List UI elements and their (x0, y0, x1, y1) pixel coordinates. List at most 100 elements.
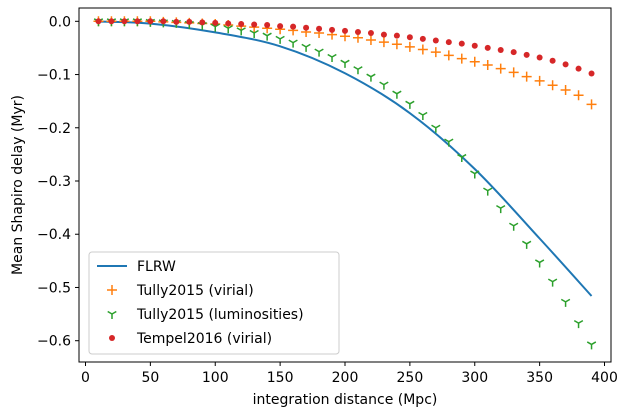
data-point (549, 57, 556, 64)
data-point (443, 50, 454, 61)
data-point (483, 187, 493, 196)
data-point (521, 240, 532, 249)
data-point (225, 20, 232, 27)
data-point (223, 25, 233, 34)
x-axis: 0 50 100 150 200 250 300 350 400 (81, 362, 618, 386)
data-point (378, 37, 389, 48)
data-point (303, 24, 310, 31)
data-point (404, 41, 415, 52)
data-point (586, 341, 597, 350)
data-point (380, 31, 387, 38)
data-point (212, 19, 219, 26)
plot-area (93, 16, 597, 350)
legend-entry: Tully2015 (virial) (107, 283, 254, 299)
data-point (134, 18, 141, 25)
legend-label: Tully2015 (luminosities) (136, 307, 304, 323)
data-point (432, 37, 439, 44)
legend-entry: FLRW (97, 259, 176, 275)
y-tick-label: −0.6 (37, 334, 71, 350)
y-tick-label: 0.0 (49, 14, 71, 30)
data-point (469, 56, 480, 67)
legend-marker-swatch (107, 285, 117, 295)
data-point (509, 222, 519, 231)
data-point (354, 28, 361, 35)
data-point (456, 53, 467, 64)
data-point (160, 18, 167, 25)
data-point (379, 81, 389, 90)
data-point (173, 18, 180, 25)
x-tick-label: 50 (141, 370, 159, 386)
data-point (147, 18, 154, 25)
data-point (419, 35, 426, 42)
data-point (264, 22, 271, 29)
y-axis: 0.0 −0.1 −0.2 −0.3 −0.4 −0.5 −0.6 (37, 14, 79, 350)
data-point (573, 90, 584, 101)
legend-marker-swatch (109, 335, 115, 341)
data-point (327, 53, 337, 62)
data-point (277, 23, 284, 30)
data-point (562, 61, 569, 68)
y-axis-label: Mean Shapiro delay (Myr) (10, 95, 26, 275)
data-point (471, 42, 478, 49)
legend-label: FLRW (137, 259, 176, 275)
data-point (406, 34, 413, 41)
legend-label: Tempel2016 (virial) (136, 331, 272, 347)
legend: FLRW Tully2015 (virial) Tully2015 (luminos… (88, 251, 340, 355)
data-point (445, 39, 452, 46)
data-point (121, 18, 128, 25)
data-point (510, 49, 517, 56)
x-tick-label: 100 (202, 370, 229, 386)
x-tick-label: 300 (461, 370, 488, 386)
data-point (470, 170, 480, 179)
data-point (405, 100, 415, 109)
y-tick-label: −0.1 (37, 68, 71, 84)
data-point (497, 47, 504, 54)
series-2 (93, 18, 597, 350)
data-point (444, 138, 454, 147)
x-axis-label: integration distance (Mpc) (253, 392, 438, 408)
data-point (521, 71, 532, 82)
data-point (534, 75, 545, 86)
x-tick-label: 400 (591, 370, 618, 386)
data-point (495, 63, 506, 74)
y-tick-label: −0.4 (37, 227, 71, 243)
flrw-line (98, 20, 593, 297)
data-point (366, 73, 376, 82)
data-point (301, 43, 311, 52)
data-point (547, 80, 558, 91)
data-point (547, 278, 558, 287)
data-point (393, 32, 400, 39)
y-tick-label: −0.5 (37, 280, 71, 296)
data-point (314, 48, 324, 57)
x-tick-label: 250 (397, 370, 424, 386)
data-point (508, 67, 519, 78)
data-point (536, 54, 543, 61)
data-point (340, 59, 350, 68)
data-point (249, 29, 259, 39)
data-point (560, 84, 571, 95)
y-tick-label: −0.2 (37, 121, 71, 137)
data-point (573, 319, 584, 329)
legend-marker-swatch (107, 310, 117, 319)
data-point (95, 18, 102, 25)
data-point (484, 44, 491, 51)
legend-label: Tully2015 (virial) (136, 283, 254, 299)
data-point (238, 20, 245, 27)
data-point (342, 27, 348, 34)
data-point (329, 26, 336, 33)
data-point (275, 35, 285, 44)
legend-box (88, 251, 340, 355)
series-3 (95, 18, 595, 77)
data-point (251, 21, 258, 28)
x-tick-label: 0 (81, 370, 90, 386)
data-point (199, 19, 206, 26)
data-point (236, 27, 246, 36)
series-0 (98, 20, 593, 297)
data-point (560, 298, 571, 307)
data-point (392, 90, 402, 99)
x-tick-label: 200 (332, 370, 359, 386)
data-point (588, 70, 595, 77)
y-tick-label: −0.3 (37, 174, 71, 190)
x-tick-label: 150 (267, 370, 294, 386)
